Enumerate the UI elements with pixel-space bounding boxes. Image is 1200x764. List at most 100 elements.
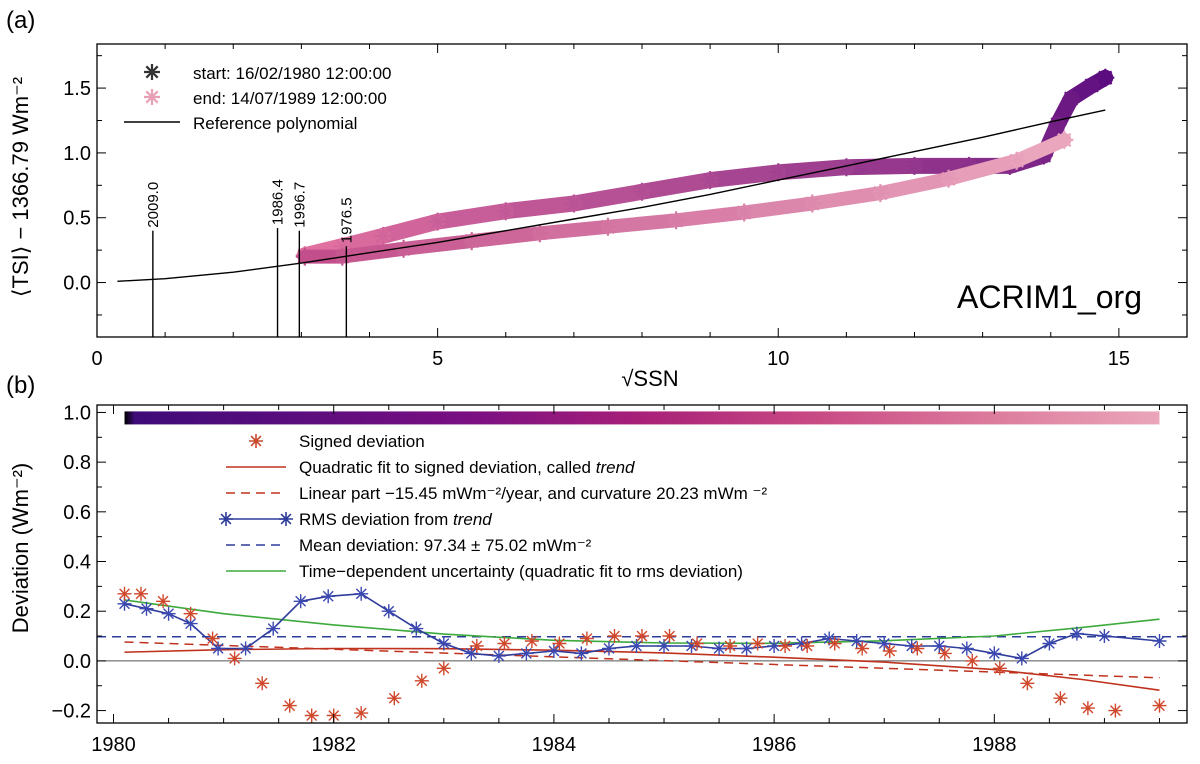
panel-a-series-point (803, 194, 822, 213)
panel-a-series-point (701, 171, 720, 190)
panel-a-legend-marker (144, 89, 160, 105)
panel-b-y-tick-label: 0.8 (63, 452, 91, 474)
panel-b-rms-point (1042, 636, 1057, 651)
panel-b-signed-deviation-point (635, 629, 649, 643)
panel-b-rms-point (546, 644, 561, 658)
panel-a-legend-marker (144, 64, 160, 80)
panel-a-series-point (530, 224, 549, 243)
panel-b-signed-deviation-point (965, 653, 980, 668)
panel-b-signed-deviation-point (662, 629, 677, 643)
panel-b-legend-label: Signed deviation (299, 432, 425, 451)
panel-a-series-point (1082, 76, 1101, 95)
panel-b-rms-point (822, 631, 837, 646)
panel-a-series-segment (429, 203, 514, 230)
panel-b-signed-deviation-point (134, 586, 148, 601)
panel-a-epoch-label: 2009.0 (145, 182, 162, 228)
panel-a-legend-label: Reference polynomial (193, 114, 357, 133)
panel-a-series-segment (375, 213, 446, 244)
panel-a-series-segment (532, 219, 615, 241)
panel-a-series-point (496, 202, 515, 221)
panel-b-rms-point (987, 646, 1002, 661)
panel-b-rms-point (1152, 634, 1167, 648)
panel-b-signed-deviation-point (183, 606, 198, 621)
panel-b-legend-label: Linear part −15.45 mWm⁻²/year, and curva… (299, 484, 767, 503)
panel-b-signed-deviation-point (750, 636, 765, 651)
panel-a-series-point (1055, 130, 1074, 149)
panel-b-rms-point (381, 604, 396, 619)
panel-b-signed-deviation-point (255, 676, 270, 691)
panel-b-rms-point (436, 636, 451, 651)
panel-b-signed-deviation-point (469, 639, 484, 653)
panel-b-chart: 1980 1982 1984 1986 1988 −0.2 0.0 0.2 0.4 0.6 0.8 1… (8, 402, 1188, 756)
panel-b-legend-label: Quadratic fit to signed deviation, calle… (299, 458, 635, 477)
panel-a-series-point (333, 237, 352, 256)
panel-b-signed-deviation-point (497, 636, 512, 651)
panel-b-signed-deviation-point (992, 661, 1007, 676)
panel-a-series-point (598, 217, 617, 236)
panel-a-epoch-label: 1986.4 (270, 179, 287, 225)
panel-b-rms-point (1097, 629, 1112, 643)
panel-a-series-declining (295, 130, 1074, 266)
panel-b-rms-point (849, 634, 864, 648)
panel-b-rms-point (877, 636, 892, 651)
panel-b-x-tick-label: 1988 (972, 734, 1017, 756)
panel-a-legend-label: start: 16/02/1980 12:00:00 (193, 64, 392, 83)
panel-b-signed-deviation-point (937, 646, 952, 661)
panel-b-signed-deviation-point (205, 631, 220, 646)
panel-b-x-tick-label: 1986 (752, 734, 797, 756)
panel-b-rms-point (932, 639, 947, 653)
panel-a-series-segment (941, 153, 1024, 186)
panel-b-rms-point (139, 601, 154, 616)
panel-a-series-segment (737, 196, 820, 220)
panel-a-series-segment (600, 213, 684, 234)
panel-a-y-tick-label: 0.5 (63, 208, 91, 230)
panel-a-y-tick-label: 1.0 (63, 143, 91, 165)
panel-b-signed-deviation-point (579, 631, 594, 646)
panel-b-signed-deviation-point (723, 639, 738, 653)
panel-b-rms-point (959, 641, 974, 656)
panel-a-series-point (667, 211, 686, 230)
panel-a-series-segment (634, 172, 719, 200)
panel-a-series-point (735, 203, 754, 222)
panel-b-signed-deviation-point (227, 651, 242, 666)
panel-a-series-point (871, 184, 890, 203)
panel-b-signed-deviation-point (855, 641, 870, 656)
panel-b-legend-label: RMS deviation from trend (299, 510, 492, 529)
panel-a-plot-area: 2009.0 1986.4 1996.7 1976.5 (117, 68, 1115, 337)
panel-a-series-segment (565, 183, 650, 212)
panel-a-series-point (837, 158, 856, 177)
panel-b-signed-deviation-point (1080, 701, 1095, 716)
panel-b-signed-deviation-point (414, 673, 429, 688)
panel-a-series-point (905, 156, 924, 175)
panel-b-legend-marker (249, 434, 263, 448)
panel-a-series-point (1062, 89, 1081, 108)
panel-b-signed-deviation-point (1053, 691, 1068, 706)
panel-b-legend-label-italic: trend (596, 458, 635, 477)
panel-b-rms-point (684, 639, 699, 653)
panel-b-signed-deviation-point (778, 639, 793, 653)
panel-a-y-tick-label: 1.5 (63, 78, 91, 100)
panel-b-rms-point (629, 639, 644, 653)
panel-a-epoch-label: 1976.5 (338, 197, 355, 243)
panel-b-rms-point (794, 636, 809, 651)
panel-b-signed-deviation-point (690, 636, 705, 651)
panel-b-rms-point (712, 641, 727, 656)
panel-b-legend-label-italic: trend (453, 510, 492, 529)
panel-b-legend-marker (279, 512, 293, 526)
panel-label-b: (b) (6, 372, 35, 399)
panel-b-signed-deviation-point (1108, 703, 1123, 718)
panel-b-rms-point (354, 586, 369, 601)
panel-a-x-tick-label: 0 (91, 348, 102, 370)
panel-b-signed-deviation-point (436, 661, 451, 676)
panel-a-series-point (462, 232, 481, 251)
panel-a-series-point (374, 226, 393, 245)
panel-a-series-point (428, 212, 447, 231)
panel-a-series-segment (838, 157, 923, 176)
panel-b-rms-point (183, 616, 198, 631)
panel-b-signed-deviation-point (1152, 698, 1167, 713)
panel-b-y-tick-label: 1.0 (63, 402, 91, 424)
panel-a-x-axis-title: √SSN (621, 366, 678, 391)
panel-b-legend-label: Mean deviation: 97.34 ± 75.02 mWm⁻² (299, 536, 592, 555)
panel-a-epoch-label: 1996.7 (291, 182, 308, 228)
